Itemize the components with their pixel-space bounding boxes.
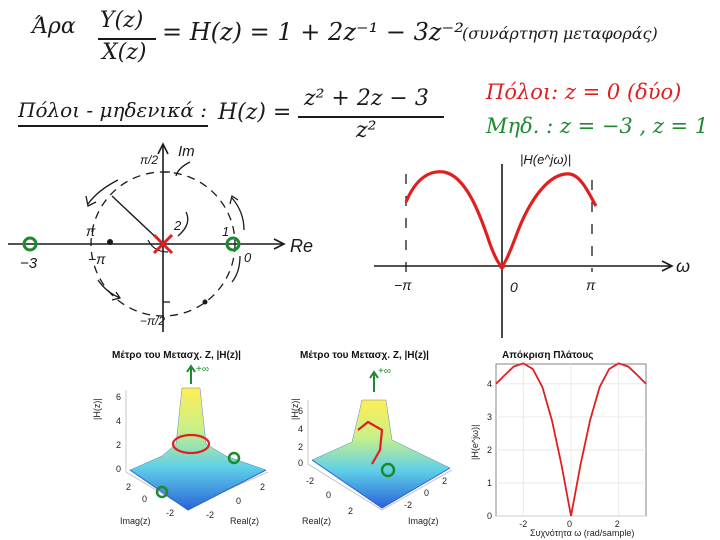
svg-text:-2: -2 xyxy=(306,476,314,486)
poles-zeros-label: Πόλοι - μηδενικά : xyxy=(18,98,207,122)
x-label-neg-pi: −π xyxy=(394,277,412,293)
y-tick-label: 1 xyxy=(487,478,492,488)
svg-text:-2: -2 xyxy=(206,510,214,520)
im-arrow-icon xyxy=(157,142,169,155)
response-series-line xyxy=(495,362,647,517)
left-label: π xyxy=(86,223,96,239)
response-title: Απόκριση Πλάτους xyxy=(502,350,594,361)
magnitude-curve xyxy=(404,170,598,268)
zero-marker-icon xyxy=(227,451,241,465)
x-tick-label: -2 xyxy=(519,519,527,529)
response-chart: -2 0 2 0 1 2 3 4 xyxy=(487,362,647,529)
fraction-bar xyxy=(98,38,156,40)
y-tick-label: 3 xyxy=(487,412,492,422)
re-label: Re xyxy=(290,236,313,256)
response-ylabel: |H(e^jω)| xyxy=(470,424,480,460)
magnitude-sketch: |H(e^jω)| −π 0 π ω xyxy=(374,152,690,338)
svg-text:2: 2 xyxy=(116,440,121,450)
bottom-label: −π/2 xyxy=(140,314,165,328)
svg-text:0: 0 xyxy=(142,494,147,504)
surface-plot-2: +∞ 6 4 2 0 -2 0 2 -2 0 2 xyxy=(298,366,453,516)
response-xlabel: Συχνότητα ω (rad/sample) xyxy=(530,528,635,538)
zero-marker-icon xyxy=(380,462,396,478)
right-label-2: 0 xyxy=(244,250,252,265)
svg-text:6: 6 xyxy=(116,392,121,402)
h-fraction-bar xyxy=(298,116,444,118)
svg-text:2: 2 xyxy=(442,476,447,486)
surface2-zlabel: |H(z)| xyxy=(290,398,300,420)
label-underline xyxy=(18,125,208,127)
svg-text:0: 0 xyxy=(116,464,121,474)
origin-point xyxy=(498,262,506,270)
magsketch-title: |H(e^jω)| xyxy=(520,152,571,167)
x-label-pi: π xyxy=(586,277,596,293)
svg-text:+∞: +∞ xyxy=(196,364,209,375)
top-label: π/2 xyxy=(140,153,158,167)
svg-text:4: 4 xyxy=(298,424,303,434)
svg-text:6: 6 xyxy=(298,406,303,416)
svg-text:2: 2 xyxy=(348,506,353,516)
svg-text:2: 2 xyxy=(260,482,265,492)
angle-arc xyxy=(177,211,189,237)
zero-left-label: −3 xyxy=(20,255,38,272)
surface2-ylabel: Imag(z) xyxy=(408,516,439,526)
surface2-title: Μέτρο του Μετασχ. Z, |H(z)| xyxy=(300,350,429,361)
poles-note: Πόλοι: z = 0 (δύο) xyxy=(486,80,682,104)
zeros-note: Μηδ. : z = −3 , z = 1 xyxy=(486,114,709,138)
right-label: 1 xyxy=(222,224,229,239)
svg-text:0: 0 xyxy=(298,458,303,468)
surface-plot-1: +∞ 6 4 2 0 2 0 -2 -2 0 2 xyxy=(116,364,269,520)
x-tick-label: 0 xyxy=(567,519,572,529)
svg-text:4: 4 xyxy=(116,416,121,426)
fraction-numerator: Y(z) xyxy=(100,8,144,33)
zero-marker-icon xyxy=(155,485,169,499)
z-plane-sketch: Im Re π/2 −π/2 π −π −3 1 0 2 xyxy=(8,142,313,332)
zero-mark-icon xyxy=(22,236,38,252)
svg-text:-2: -2 xyxy=(166,508,174,518)
surface1-title: Μέτρο του Μετασχ. Z, |H(z)| xyxy=(112,350,241,361)
fraction-denominator: X(z) xyxy=(102,40,147,65)
y-tick-label: 2 xyxy=(487,445,492,455)
h-denominator: z² xyxy=(356,118,377,143)
y-tick-label: 0 xyxy=(487,511,492,521)
svg-text:0: 0 xyxy=(424,488,429,498)
y-tick-label: 4 xyxy=(487,379,492,389)
transfer-annotation: (συνάρτηση μεταφοράς) xyxy=(462,24,658,43)
zero-mark-icon xyxy=(225,236,241,252)
rotation-arrow-icon xyxy=(87,179,119,205)
surface1-zlabel: |H(z)| xyxy=(92,398,102,420)
h-lhs: H(z) = xyxy=(218,100,292,125)
pi-point xyxy=(107,239,113,245)
re-arrow-icon xyxy=(273,238,286,250)
pole-multiplicity-label: 2 xyxy=(173,218,182,233)
svg-text:2: 2 xyxy=(126,482,131,492)
left-label-2: −π xyxy=(88,251,106,267)
surface1-xlabel: Real(z) xyxy=(230,516,260,526)
h-numerator: z² + 2z − 3 xyxy=(304,86,429,111)
surface1-ylabel: Imag(z) xyxy=(120,516,151,526)
omega-label: ω xyxy=(676,256,690,276)
surface2-mesh xyxy=(311,399,451,509)
note-prefix: Άρα xyxy=(32,14,76,39)
svg-text:2: 2 xyxy=(298,442,303,452)
surface2-xlabel: Real(z) xyxy=(302,516,332,526)
svg-text:+∞: +∞ xyxy=(378,366,391,377)
omega-arrow-icon xyxy=(661,260,674,272)
x-tick-label: 2 xyxy=(615,519,620,529)
im-label: Im xyxy=(178,143,195,160)
svg-text:-2: -2 xyxy=(404,500,412,510)
svg-text:0: 0 xyxy=(326,490,331,500)
x-label-zero: 0 xyxy=(510,279,518,295)
surface1-mesh xyxy=(129,387,267,511)
svg-text:0: 0 xyxy=(236,496,241,506)
transfer-equation: = H(z) = 1 + 2z⁻¹ − 3z⁻² xyxy=(162,18,464,46)
